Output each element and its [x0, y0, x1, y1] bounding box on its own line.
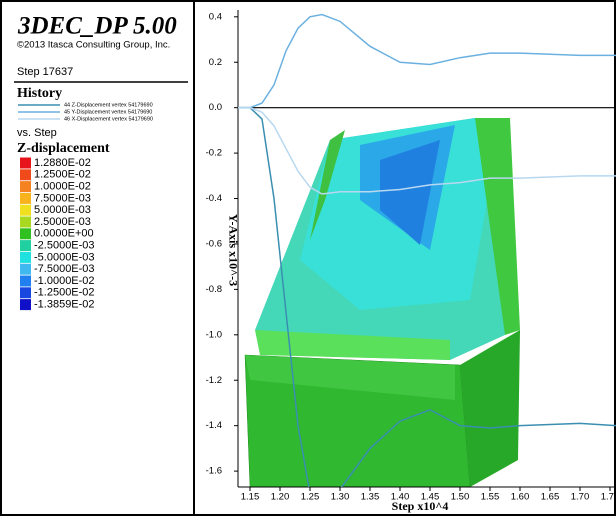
x-tick-label: 1.20 — [271, 492, 290, 503]
contour-label: 1.0000E-02 — [34, 181, 91, 193]
copyright: ©2013 Itasca Consulting Group, Inc. — [17, 40, 170, 51]
x-tick-label: 1.75 — [601, 492, 616, 503]
contour-heading: Z-displacement — [17, 141, 110, 156]
x-tick-label: 1.25 — [301, 492, 320, 503]
contour-label: 1.2500E-02 — [34, 169, 91, 181]
y-tick-label: -1.2 — [206, 375, 222, 386]
x-tick-label: 1.45 — [421, 492, 440, 503]
screen: 3DEC_DP 5.00 ©2013 Itasca Consulting Gro… — [0, 0, 616, 516]
x-tick-label: 1.30 — [331, 492, 350, 503]
contour-swatch — [20, 193, 31, 204]
contour-label: 5.0000E-03 — [34, 204, 91, 216]
x-tick-label: 1.65 — [541, 492, 560, 503]
y-tick-label: -0.6 — [206, 238, 222, 249]
contour-swatch — [20, 252, 31, 263]
contour-swatch — [20, 217, 31, 228]
legend-label: 45 Y-Displacement vertex 54179690 — [64, 109, 152, 115]
y-tick-label: 0.0 — [209, 102, 222, 113]
contour-swatch — [20, 276, 31, 287]
contour-swatch — [20, 205, 31, 216]
contour-swatch — [20, 287, 31, 298]
contour-swatch — [20, 240, 31, 251]
y-tick-label: 0.4 — [209, 11, 222, 22]
contour-swatch — [20, 228, 31, 239]
contour-swatch — [20, 169, 31, 180]
contour-label: -7.5000E-03 — [34, 263, 95, 275]
contour-label: 2.5000E-03 — [34, 216, 91, 228]
history-heading: History — [17, 86, 62, 101]
y-tick-label: -1.0 — [206, 329, 222, 340]
panel-title: 3DEC_DP 5.00 — [17, 13, 177, 40]
x-tick-label: 1.70 — [571, 492, 590, 503]
contour-label: -1.0000E-02 — [34, 275, 95, 287]
contour-swatch — [20, 264, 31, 275]
x-tick-label: 1.60 — [511, 492, 530, 503]
contour-label: 7.5000E-03 — [34, 192, 91, 204]
x-tick-label: 1.15 — [241, 492, 260, 503]
y-tick-label: -0.2 — [206, 148, 222, 159]
y-tick-label: -0.4 — [206, 193, 222, 204]
y-tick-label: -1.4 — [206, 420, 222, 431]
y-axis-label: Y-Axis x10^-3 — [226, 214, 240, 286]
y-tick-label: -1.6 — [206, 466, 222, 477]
x-tick-label: 1.40 — [391, 492, 410, 503]
contour-label: -5.0000E-03 — [34, 251, 95, 263]
y-tick-label: 0.2 — [209, 57, 222, 68]
contour-label: 0.0000E+00 — [34, 228, 94, 240]
x-tick-label: 1.50 — [451, 492, 470, 503]
vs-step: vs. Step — [17, 127, 57, 139]
x-tick-label: 1.55 — [481, 492, 500, 503]
contour-label: -1.3859E-02 — [34, 299, 95, 311]
contour-swatch — [20, 299, 31, 310]
contour-label: -2.5000E-03 — [34, 240, 95, 252]
y-tick-label: -0.8 — [206, 284, 222, 295]
contour-label: -1.2500E-02 — [34, 287, 95, 299]
contour-swatch — [20, 158, 31, 169]
contour-label: 1.2880E-02 — [34, 157, 91, 169]
legend-label: 44 Z-Displacement vertex 54179690 — [64, 102, 153, 108]
legend-label: 46 X-Displacement vertex 54179690 — [64, 116, 153, 122]
x-tick-label: 1.35 — [361, 492, 380, 503]
contour-swatch — [20, 181, 31, 192]
step: Step 17637 — [17, 66, 73, 78]
